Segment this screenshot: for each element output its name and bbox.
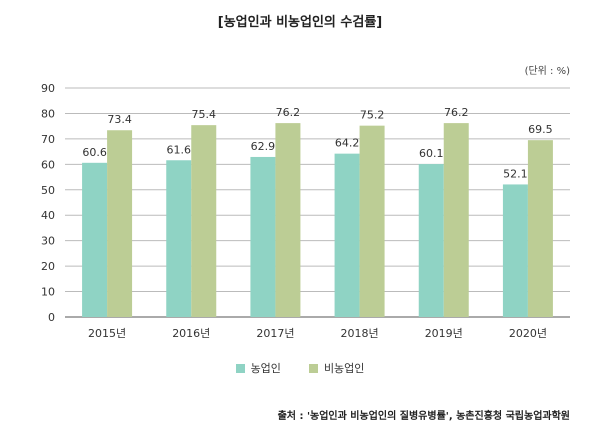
data-label: 76.2 [276,106,301,119]
bar [191,125,217,317]
y-tick-label: 40 [41,209,55,222]
data-label: 76.2 [444,106,469,119]
bar [275,123,301,317]
data-label: 60.6 [82,146,107,159]
x-tick-label: 2019년 [425,327,463,340]
source-note: 출처 : '농업인과 비농업인의 질병유병률', 농촌진흥청 국립농업과학원 [277,411,570,422]
x-tick-label: 2020년 [509,327,547,340]
x-tick-label: 2015년 [88,327,126,340]
data-label: 62.9 [251,140,276,153]
legend-label-non-farmers: 비농업인 [323,362,365,375]
y-tick-label: 0 [48,311,55,324]
x-axis-ticks: 2015년 2016년 2017년 2018년 2019년 2020년 [88,327,547,340]
data-label: 73.4 [107,113,132,126]
y-tick-label: 50 [41,184,55,197]
bar [107,130,133,317]
legend-swatch-non-farmers [308,363,318,373]
data-label: 75.4 [192,108,217,121]
legend-item-farmers: 농업인 [235,360,281,376]
bar [359,125,385,317]
data-label: 52.1 [503,167,528,180]
y-tick-label: 30 [41,235,55,248]
y-tick-label: 80 [41,107,55,120]
data-labels: 60.6 73.4 61.6 75.4 62.9 76.2 64.2 75.2 60.1 76.2… [82,106,552,180]
data-label: 75.2 [360,109,385,122]
bar [250,156,276,317]
legend-label-farmers: 농업인 [250,362,281,375]
y-tick-label: 90 [41,82,55,95]
bar-chart: 0 10 20 30 40 50 60 70 80 90 60.6 73.4 61.6 75.4 62.9… [41,82,570,340]
y-tick-label: 60 [41,158,55,171]
bar [166,160,192,317]
legend: 농업인 비농업인 [0,360,600,376]
y-tick-label: 20 [41,260,55,273]
chart-title: [농업인과 비농업인의 수검률] [217,15,383,30]
data-label: 60.1 [419,147,444,160]
unit-label: (단위 : %) [524,66,570,77]
x-tick-label: 2016년 [172,327,210,340]
y-tick-label: 70 [41,133,55,146]
bar [334,153,360,317]
legend-swatch-farmers [235,363,245,373]
bar [502,184,528,317]
bar [443,123,469,317]
y-axis-ticks: 0 10 20 30 40 50 60 70 80 90 [41,82,55,324]
bar [418,164,444,317]
bar [527,140,553,317]
data-label: 61.6 [167,143,192,156]
x-tick-label: 2018년 [341,327,379,340]
gridlines [65,87,570,318]
bar [82,162,108,317]
legend-item-non-farmers: 비농업인 [308,360,365,376]
data-label: 64.2 [335,137,360,150]
data-label: 69.5 [528,123,553,136]
bars [82,123,553,317]
x-tick-label: 2017년 [256,327,294,340]
y-tick-label: 10 [41,286,55,299]
